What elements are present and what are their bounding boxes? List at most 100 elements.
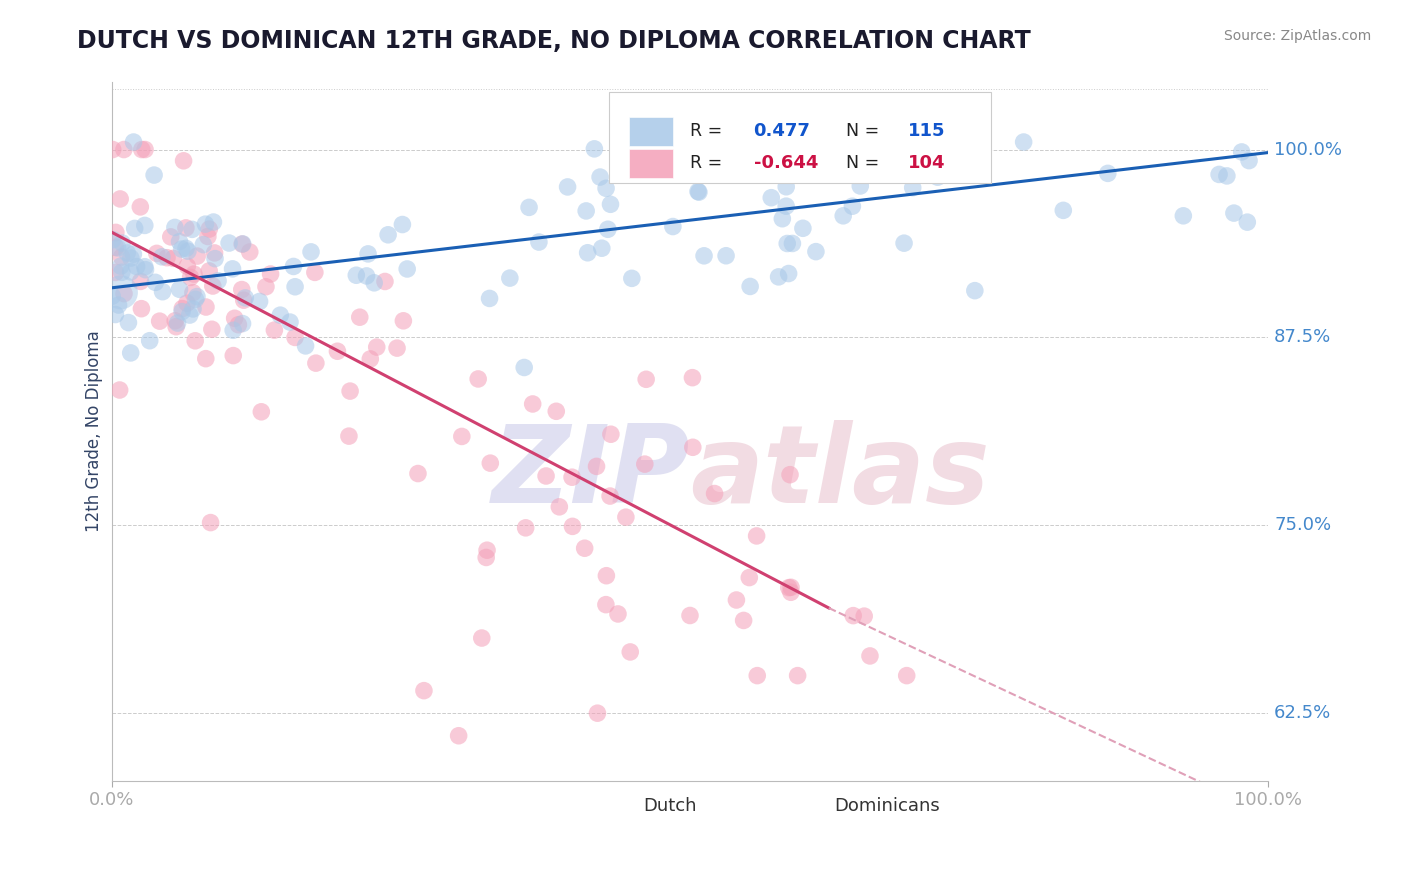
Point — [697, 155, 720, 169]
Point — [344, 268, 367, 283]
Point — [1012, 135, 1035, 149]
Point — [172, 301, 194, 316]
Point — [589, 169, 612, 184]
Point — [198, 222, 221, 236]
Point — [849, 178, 872, 193]
Point — [165, 314, 187, 328]
Point — [143, 168, 166, 182]
Point — [299, 244, 322, 259]
Text: Dominicans: Dominicans — [835, 797, 941, 815]
Point — [1236, 215, 1258, 229]
Point — [586, 706, 609, 721]
Point — [165, 319, 187, 334]
Point — [356, 268, 378, 283]
Point — [170, 304, 193, 318]
Point — [179, 308, 201, 322]
Point — [201, 322, 224, 336]
Point — [963, 284, 986, 298]
Bar — [776, 793, 821, 819]
FancyBboxPatch shape — [609, 93, 991, 183]
Point — [761, 191, 783, 205]
Point — [239, 245, 262, 260]
Point — [478, 292, 501, 306]
Point — [778, 581, 800, 595]
Point — [207, 274, 229, 288]
Point — [180, 270, 202, 285]
Point — [534, 469, 557, 483]
Point — [294, 339, 316, 353]
Point — [576, 245, 599, 260]
Text: -0.644: -0.644 — [754, 154, 818, 172]
Point — [232, 236, 254, 251]
Point — [714, 249, 737, 263]
Point — [527, 235, 550, 249]
Point — [391, 218, 413, 232]
Point — [120, 251, 142, 265]
Point — [1237, 153, 1260, 168]
Point — [595, 568, 617, 582]
Point — [471, 631, 494, 645]
Point — [548, 500, 571, 514]
Point — [893, 236, 915, 251]
Point — [125, 260, 148, 274]
Point — [1216, 169, 1239, 183]
Point — [181, 222, 204, 236]
Point — [786, 668, 808, 682]
Point — [198, 264, 221, 278]
Point — [221, 261, 243, 276]
Point — [776, 236, 799, 251]
Point — [232, 293, 254, 308]
Point — [149, 314, 172, 328]
Point — [194, 351, 217, 366]
Point — [284, 279, 307, 293]
Point — [104, 265, 127, 279]
Point — [475, 543, 498, 558]
Point — [122, 247, 145, 261]
Point — [120, 346, 142, 360]
Point — [259, 267, 281, 281]
Text: 104: 104 — [907, 154, 945, 172]
Point — [475, 550, 498, 565]
Point — [104, 308, 127, 322]
Point — [108, 383, 131, 397]
Text: Source: ZipAtlas.com: Source: ZipAtlas.com — [1223, 29, 1371, 43]
Point — [599, 489, 621, 503]
Point — [254, 279, 277, 293]
Point — [228, 318, 250, 332]
Point — [396, 262, 419, 277]
Text: 87.5%: 87.5% — [1274, 328, 1331, 346]
Point — [110, 285, 132, 300]
Point — [349, 310, 371, 325]
Point — [363, 276, 385, 290]
Point — [134, 219, 156, 233]
Point — [561, 470, 583, 484]
Point — [575, 203, 598, 218]
Point — [131, 301, 153, 316]
Point — [619, 645, 641, 659]
Point — [842, 608, 865, 623]
Point — [693, 249, 716, 263]
Point — [283, 260, 305, 274]
Point — [169, 282, 191, 296]
Point — [131, 143, 153, 157]
Point — [406, 467, 429, 481]
Point — [174, 220, 197, 235]
Point — [733, 614, 755, 628]
Point — [218, 235, 240, 250]
Point — [413, 683, 436, 698]
Point — [326, 344, 349, 359]
Point — [513, 360, 536, 375]
Point — [166, 316, 188, 330]
Point — [662, 219, 685, 234]
Point — [249, 294, 271, 309]
Point — [841, 199, 863, 213]
Point — [117, 316, 139, 330]
Point — [107, 241, 129, 255]
Point — [703, 486, 725, 500]
Point — [467, 372, 489, 386]
Point — [122, 135, 145, 149]
Point — [596, 222, 619, 236]
Point — [522, 397, 544, 411]
Point — [224, 311, 246, 326]
Point — [169, 235, 191, 249]
